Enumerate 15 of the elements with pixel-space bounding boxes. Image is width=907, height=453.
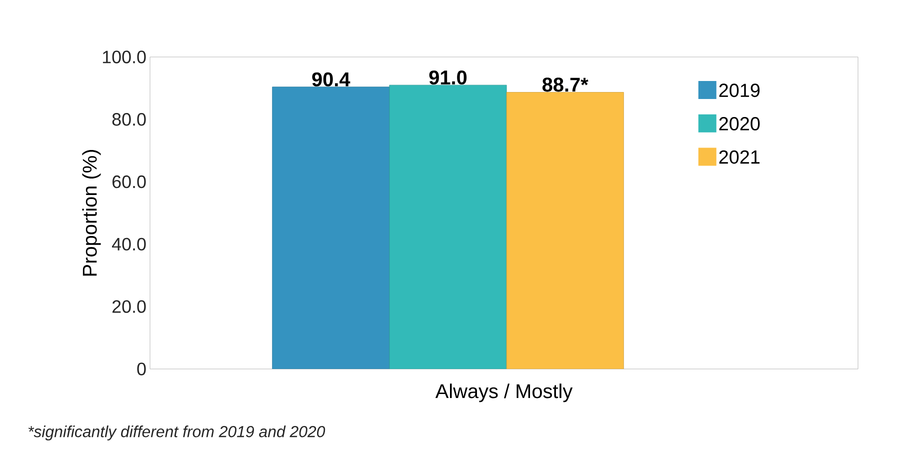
y-tick-label: 20.0 xyxy=(112,300,146,313)
legend-label: 2020 xyxy=(719,117,760,130)
y-tick-label: 100.0 xyxy=(102,50,146,64)
legend-label: 2019 xyxy=(719,84,760,98)
x-axis-title: Always / Mostly xyxy=(435,384,573,402)
y-tick-label: 40.0 xyxy=(112,238,146,251)
legend-label: 2021 xyxy=(719,150,760,164)
data-label: 90.4 xyxy=(312,72,350,86)
data-label: 91.0 xyxy=(429,70,467,85)
y-tick-label: 60.0 xyxy=(112,175,146,188)
y-tick-label: 80.0 xyxy=(112,113,146,126)
text: *significantly different from 2019 and 2020 xyxy=(28,426,326,440)
y-tick-label: 0 xyxy=(137,362,146,376)
data-label: 88.7* xyxy=(542,78,588,92)
y-axis-title: Proportion (%) xyxy=(82,150,101,276)
